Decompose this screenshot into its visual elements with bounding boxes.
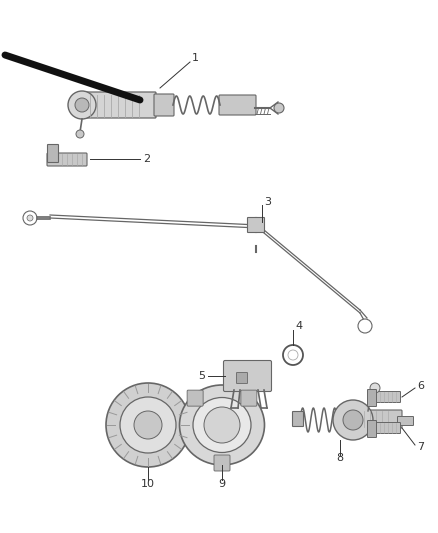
Text: 9: 9: [219, 479, 226, 489]
Text: 5: 5: [198, 371, 205, 381]
Circle shape: [106, 383, 190, 467]
Text: 4: 4: [295, 321, 302, 331]
Text: 1: 1: [192, 53, 199, 63]
Text: 3: 3: [264, 197, 271, 207]
FancyBboxPatch shape: [187, 390, 203, 406]
Circle shape: [27, 215, 33, 221]
Circle shape: [283, 345, 303, 365]
Circle shape: [274, 103, 284, 113]
Circle shape: [358, 319, 372, 333]
FancyBboxPatch shape: [241, 390, 257, 406]
Circle shape: [76, 130, 84, 138]
FancyBboxPatch shape: [398, 416, 413, 425]
Circle shape: [343, 410, 363, 430]
FancyBboxPatch shape: [223, 360, 272, 392]
FancyBboxPatch shape: [154, 94, 174, 116]
Text: 8: 8: [336, 453, 343, 463]
Circle shape: [134, 411, 162, 439]
FancyBboxPatch shape: [219, 95, 256, 115]
Circle shape: [120, 397, 176, 453]
Circle shape: [204, 407, 240, 443]
FancyBboxPatch shape: [367, 392, 400, 402]
Circle shape: [288, 350, 298, 360]
FancyBboxPatch shape: [293, 411, 304, 426]
FancyBboxPatch shape: [247, 217, 265, 232]
FancyBboxPatch shape: [47, 144, 59, 163]
FancyBboxPatch shape: [367, 421, 377, 438]
Text: 10: 10: [141, 479, 155, 489]
FancyBboxPatch shape: [367, 390, 377, 407]
Circle shape: [370, 383, 380, 393]
FancyBboxPatch shape: [47, 153, 87, 166]
Ellipse shape: [180, 385, 265, 465]
Circle shape: [333, 400, 373, 440]
Circle shape: [68, 91, 96, 119]
Circle shape: [75, 98, 89, 112]
Circle shape: [23, 211, 37, 225]
FancyBboxPatch shape: [367, 423, 400, 433]
FancyBboxPatch shape: [84, 92, 156, 118]
FancyBboxPatch shape: [352, 410, 402, 428]
Ellipse shape: [193, 398, 251, 453]
FancyBboxPatch shape: [214, 455, 230, 471]
Text: 2: 2: [143, 154, 150, 164]
Text: 6: 6: [417, 381, 424, 391]
Text: 7: 7: [417, 442, 424, 452]
FancyBboxPatch shape: [237, 373, 247, 384]
